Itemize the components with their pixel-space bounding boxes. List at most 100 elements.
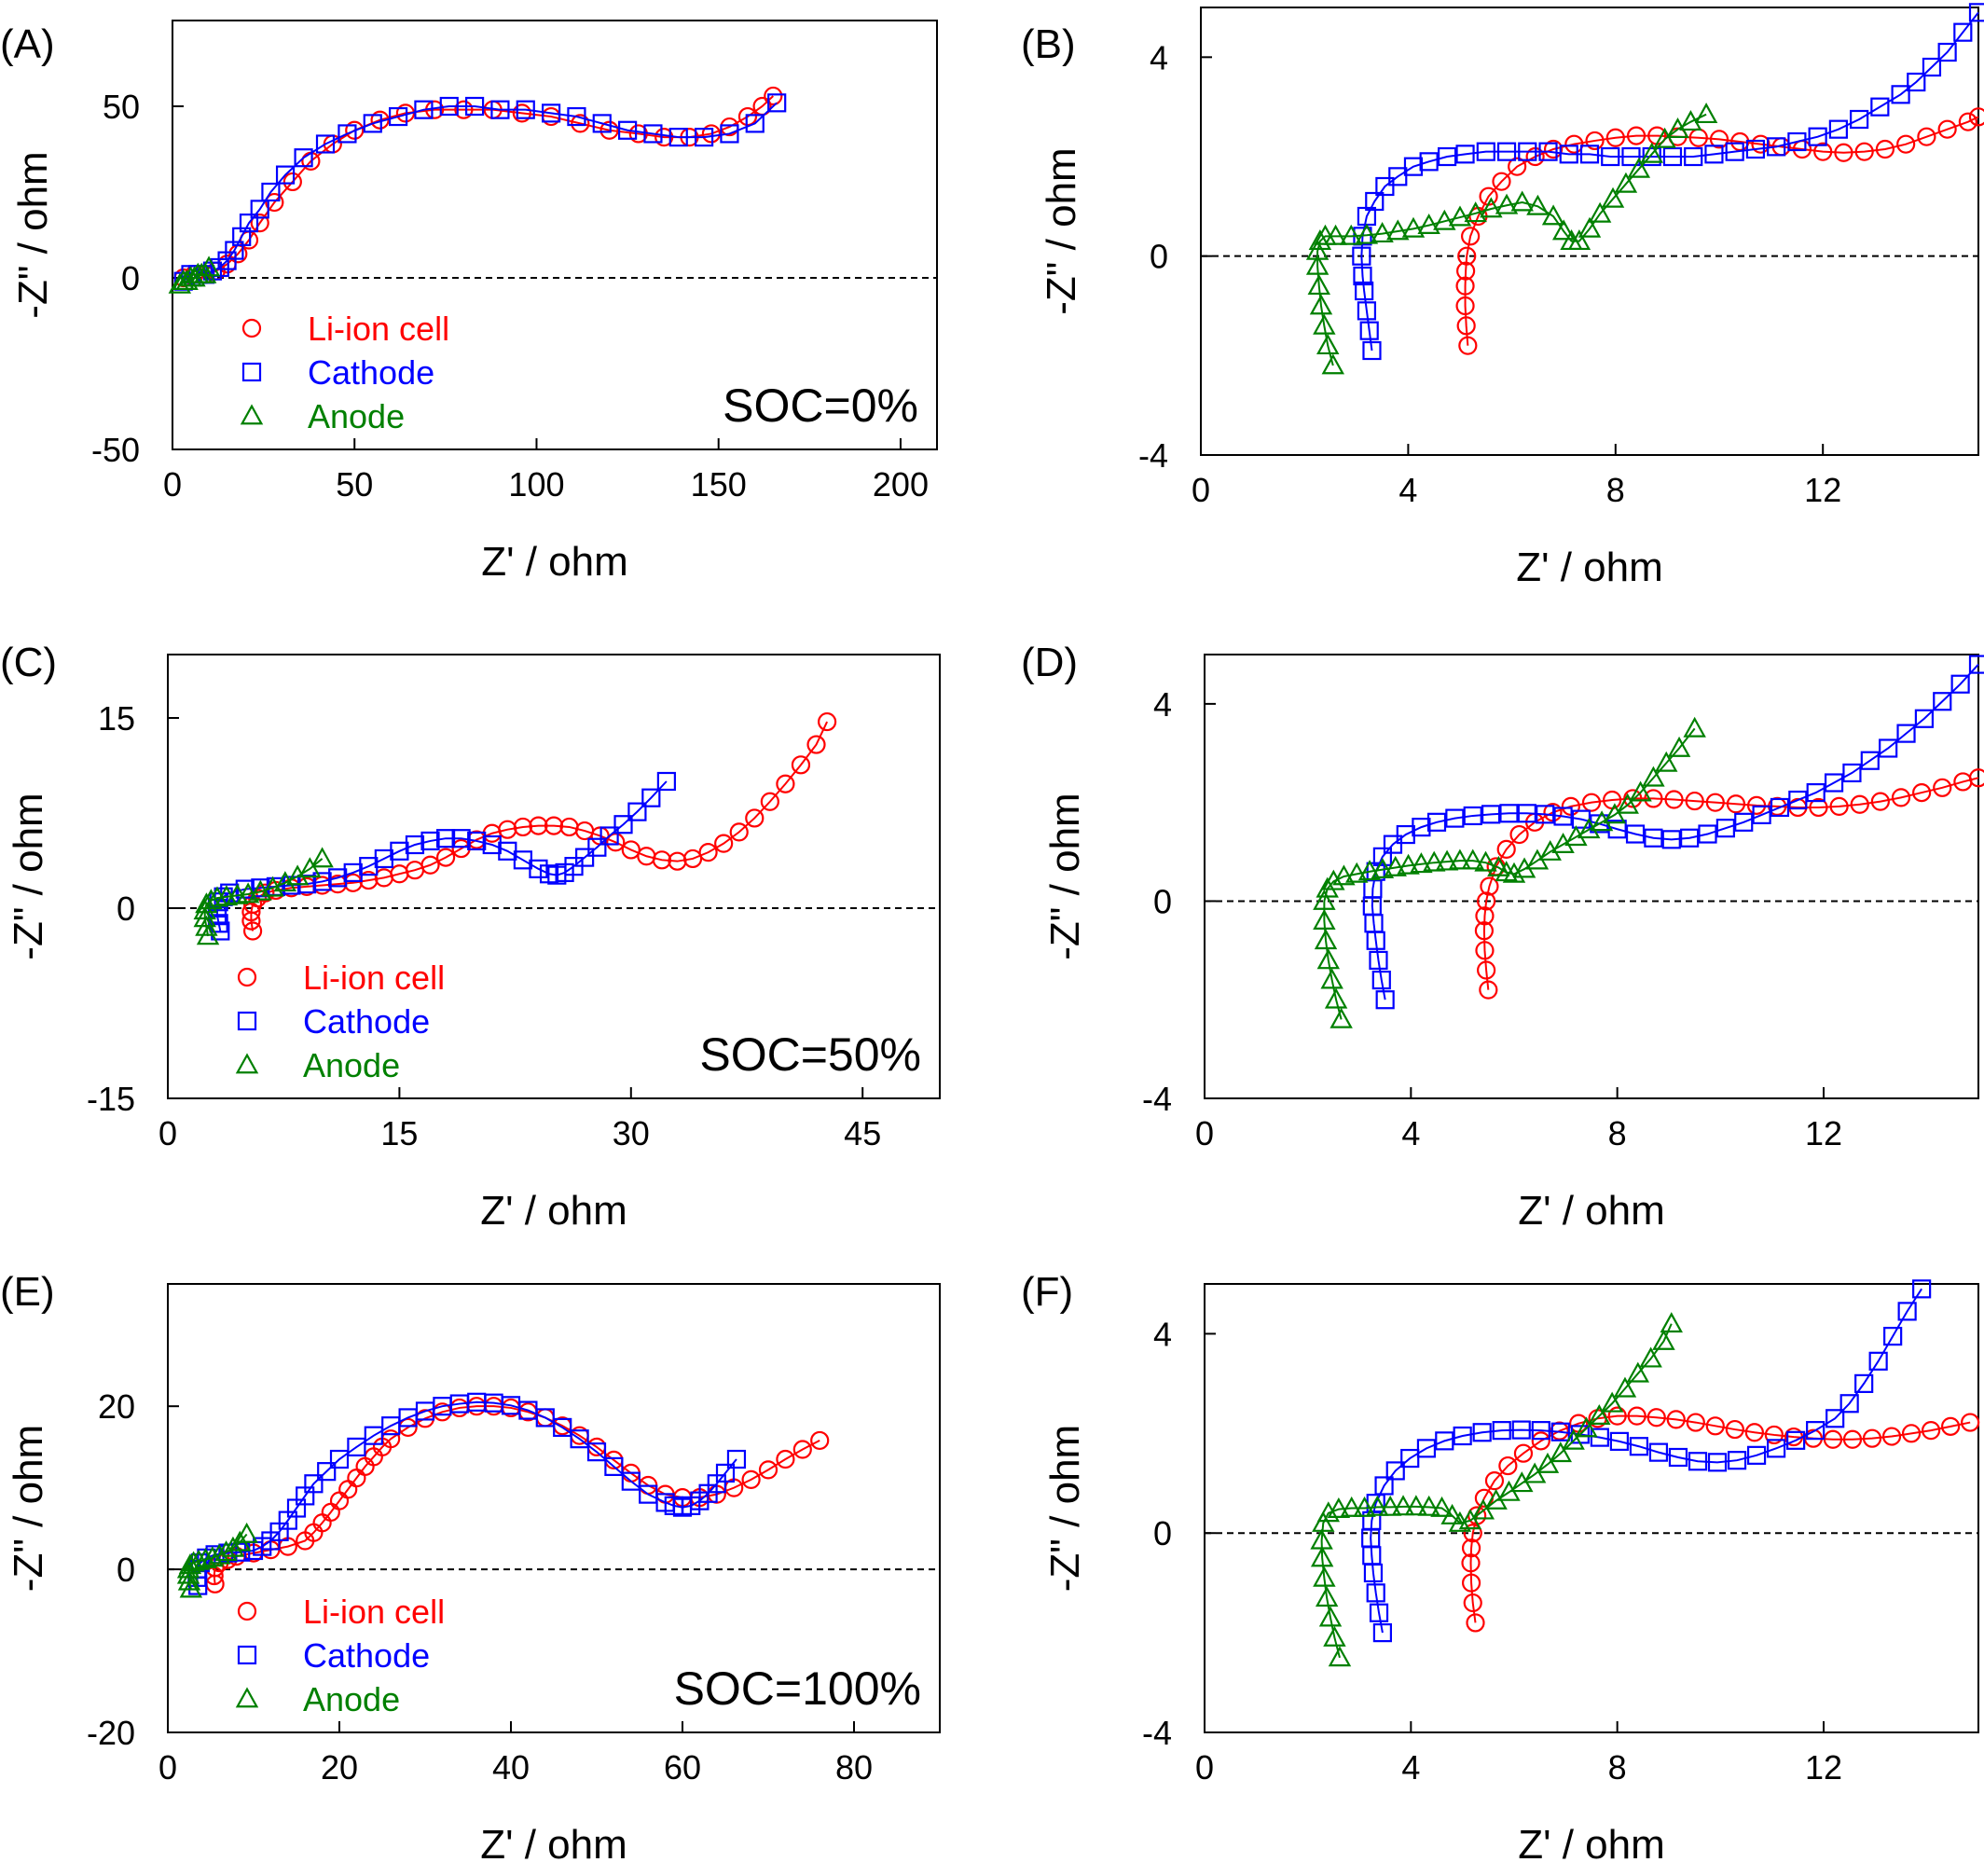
- series-li-ion-cell: [173, 86, 783, 288]
- data-point: [1933, 778, 1952, 797]
- data-point: [420, 831, 440, 851]
- x-axis-label: Z' / ohm: [1518, 1822, 1665, 1868]
- data-point: [1536, 805, 1555, 824]
- data-point: [1896, 724, 1916, 743]
- y-tick-label: 0: [121, 259, 140, 297]
- data-point: [1330, 1007, 1353, 1028]
- data-point: [1870, 792, 1890, 811]
- data-point: [294, 148, 313, 168]
- data-point: [1614, 172, 1638, 193]
- data-point: [810, 1430, 830, 1451]
- data-point: [1907, 72, 1926, 92]
- data-point: [1881, 1427, 1902, 1446]
- data-point: [1694, 103, 1718, 124]
- series-cathode: [1352, 3, 1984, 361]
- x-tick-label: 12: [1805, 1114, 1842, 1152]
- data-point: [1968, 107, 1984, 127]
- data-point: [1448, 848, 1472, 870]
- data-point: [282, 172, 302, 192]
- data-point: [656, 771, 676, 792]
- x-axis-label: Z' / ohm: [481, 539, 628, 585]
- data-point: [221, 1536, 245, 1557]
- data-point: [1435, 849, 1459, 871]
- data-point: [1868, 1351, 1888, 1371]
- data-point: [1786, 1430, 1806, 1450]
- data-point: [541, 103, 561, 123]
- y-axis-label: -Z" / ohm: [1042, 793, 1088, 959]
- data-point: [1653, 127, 1676, 148]
- data-point: [1374, 1476, 1394, 1496]
- data-point: [1321, 353, 1344, 375]
- data-point: [1322, 869, 1345, 890]
- y-tick-label: 20: [98, 1387, 135, 1426]
- data-point: [1310, 1528, 1333, 1550]
- y-axis-label: -Z" / ohm: [1042, 1425, 1088, 1592]
- x-tick-label: 0: [163, 465, 182, 503]
- data-point: [242, 921, 263, 941]
- data-point: [420, 855, 440, 875]
- series-line: [1370, 1288, 1922, 1634]
- data-point: [1922, 57, 1942, 77]
- x-tick-label: 60: [664, 1748, 701, 1786]
- data-point: [1366, 1495, 1389, 1516]
- data-point: [1585, 131, 1605, 151]
- series-line: [1316, 113, 1707, 366]
- data-point: [1423, 850, 1446, 872]
- data-point: [1496, 839, 1516, 860]
- data-point: [232, 227, 252, 246]
- data-point: [1834, 143, 1853, 162]
- data-point: [1440, 1503, 1464, 1524]
- data-point: [1770, 797, 1790, 818]
- data-point: [1704, 145, 1724, 164]
- data-point: [643, 124, 663, 144]
- data-point: [764, 86, 783, 106]
- data-point: [1860, 751, 1880, 770]
- data-point: [1684, 146, 1703, 167]
- data-point: [1315, 1586, 1339, 1607]
- panel-label: (C): [0, 640, 57, 685]
- data-point: [1808, 127, 1827, 146]
- data-point: [1968, 655, 1984, 674]
- legend-label: Cathode: [308, 353, 434, 392]
- data-point: [195, 892, 218, 914]
- data-point: [1324, 987, 1348, 1009]
- data-point: [1313, 313, 1336, 335]
- data-point: [1463, 1593, 1482, 1613]
- data-point: [217, 251, 237, 270]
- data-point: [214, 1540, 238, 1562]
- x-tick-label: 20: [321, 1748, 358, 1786]
- data-point: [1375, 990, 1395, 1010]
- data-point: [388, 106, 408, 127]
- data-point: [1455, 145, 1475, 164]
- data-point: [587, 837, 607, 857]
- soc-annotation: SOC=0%: [723, 379, 918, 432]
- data-point: [1842, 1429, 1863, 1449]
- data-point: [347, 1437, 366, 1457]
- y-axis-label: -Z" / ohm: [10, 151, 56, 318]
- data-point: [1309, 294, 1333, 315]
- data-point: [715, 1463, 736, 1483]
- legend-marker: [237, 1601, 257, 1621]
- x-tick-label: 4: [1398, 471, 1417, 509]
- legend-label: Li-ion cell: [303, 959, 445, 997]
- x-tick-label: 50: [336, 465, 373, 503]
- series-line: [1360, 11, 1979, 352]
- data-point: [1307, 274, 1330, 296]
- data-point: [1726, 794, 1746, 814]
- data-point: [745, 114, 765, 133]
- series-line: [250, 721, 829, 931]
- x-tick-label: 30: [613, 1114, 650, 1152]
- data-point: [818, 711, 837, 732]
- data-point: [1752, 805, 1771, 824]
- data-point: [720, 124, 739, 144]
- data-point: [1357, 301, 1377, 321]
- data-point: [1417, 1495, 1440, 1516]
- data-point: [1626, 126, 1646, 145]
- data-point: [1578, 216, 1602, 238]
- data-point: [1472, 1423, 1492, 1442]
- data-point: [758, 1460, 778, 1480]
- data-point: [1378, 1495, 1402, 1516]
- series-li-ion-cell: [204, 1397, 830, 1593]
- data-point: [1751, 134, 1770, 154]
- data-point: [200, 889, 223, 910]
